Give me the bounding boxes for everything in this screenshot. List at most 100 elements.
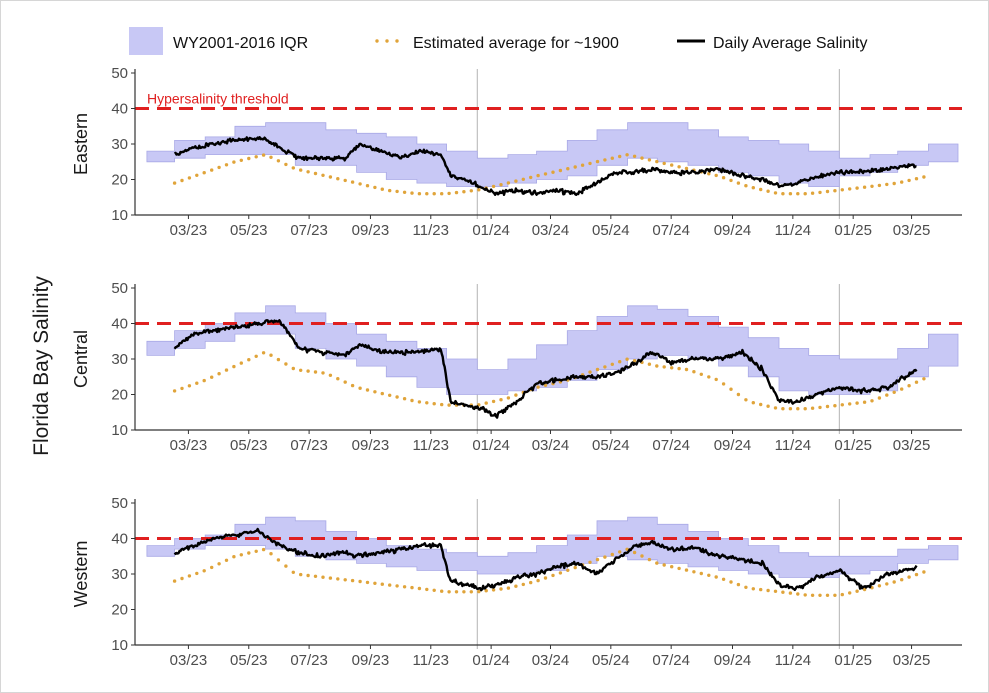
historic-average-point	[684, 568, 689, 572]
historic-average-point	[187, 574, 192, 578]
historic-average-point	[573, 165, 577, 169]
historic-average-point	[462, 590, 466, 594]
historic-average-point	[736, 582, 741, 587]
x-tick-label: 09/24	[714, 652, 752, 669]
historic-average-point	[269, 155, 273, 159]
historic-average-point	[751, 186, 755, 190]
historic-average-point	[662, 161, 666, 166]
historic-average-point	[224, 163, 229, 167]
historic-average-point	[885, 182, 889, 187]
historic-average-point	[402, 397, 407, 401]
historic-average-point	[766, 404, 770, 408]
x-tick-label: 07/23	[290, 437, 328, 454]
historic-average-point	[566, 568, 570, 572]
historic-average-point	[759, 587, 763, 592]
historic-average-point	[202, 171, 206, 175]
historic-average-series	[172, 153, 926, 196]
historic-average-point	[900, 180, 904, 184]
historic-average-point	[306, 369, 310, 373]
historic-average-point	[699, 571, 703, 576]
historic-average-point	[499, 398, 503, 402]
historic-average-point	[848, 402, 852, 406]
x-tick-label: 03/25	[893, 652, 931, 669]
historic-average-point	[721, 176, 726, 180]
historic-average-point	[543, 172, 548, 176]
historic-average-point	[432, 402, 436, 406]
historic-average-point	[536, 578, 540, 583]
historic-average-point	[469, 189, 473, 193]
historic-average-point	[833, 593, 837, 597]
historic-average-point	[721, 577, 726, 581]
historic-average-point	[425, 587, 429, 592]
chart-panels: Hypersalinity threshold 10 20 30 40 50 03/23 05…	[71, 65, 962, 669]
historic-average-point	[655, 561, 659, 565]
historic-average-point	[862, 185, 867, 189]
historic-average-point	[759, 187, 763, 192]
historic-average-point	[840, 188, 844, 192]
historic-average-point	[892, 580, 896, 584]
historic-average-point	[914, 380, 919, 384]
historic-average-point	[380, 187, 384, 191]
historic-average-point	[603, 365, 607, 369]
historic-average-point	[773, 191, 778, 195]
historic-average-point	[410, 191, 414, 195]
x-tick-label: 09/23	[352, 437, 390, 454]
historic-average-point	[773, 589, 778, 593]
historic-average-point	[803, 407, 807, 411]
x-tick-label: 07/24	[652, 222, 690, 239]
historic-average-point	[410, 585, 414, 590]
historic-average-point	[558, 168, 563, 173]
historic-average-point	[907, 178, 911, 183]
historic-average-point	[202, 378, 206, 383]
historic-average-point	[588, 370, 592, 374]
historic-average-point	[232, 160, 236, 164]
historic-average-point	[632, 359, 637, 363]
y-tick-label: 50	[111, 280, 128, 297]
historic-average-point	[647, 362, 652, 366]
historic-average-point	[247, 156, 251, 161]
legend-swatch-historic	[375, 39, 399, 43]
y-tick-label: 40	[111, 316, 128, 333]
x-tick-label: 11/24	[775, 222, 811, 239]
historic-average-point	[343, 578, 347, 582]
historic-average-point	[417, 400, 422, 404]
historic-average-point	[825, 189, 830, 194]
x-tick-label: 05/24	[592, 437, 630, 454]
historic-average-point	[180, 178, 184, 183]
x-tick-label: 11/23	[413, 437, 449, 454]
historic-average-point	[454, 190, 459, 195]
x-tick-label: 05/24	[592, 222, 630, 239]
x-tick-label: 09/23	[352, 652, 390, 669]
y-tick-label: 50	[111, 495, 128, 512]
panel-western: 10 20 30 40 50 03/23 05/23 07/23 09/23 11/23 01/24…	[71, 495, 962, 669]
historic-average-point	[306, 573, 310, 578]
historic-average-point	[261, 351, 266, 355]
historic-average-point	[885, 393, 889, 397]
historic-average-point	[217, 165, 221, 170]
historic-average-point	[751, 401, 755, 405]
historic-average-point	[232, 364, 236, 369]
daily-average-line	[173, 527, 918, 592]
historic-average-point	[514, 393, 518, 397]
historic-average-point	[388, 188, 392, 193]
y-tick-label: 10	[111, 637, 128, 654]
historic-average-point	[195, 571, 199, 576]
historic-average-point	[900, 387, 904, 391]
historic-average-point	[744, 585, 748, 589]
historic-average-point	[699, 372, 703, 376]
historic-average-point	[803, 192, 807, 196]
historic-average-point	[670, 366, 674, 370]
historic-average-point	[350, 578, 355, 583]
historic-average-point	[247, 551, 251, 555]
x-tick-label: 09/24	[714, 222, 752, 239]
historic-average-point	[892, 181, 896, 186]
historic-average-point	[254, 354, 258, 358]
historic-average-point	[410, 398, 414, 403]
historic-average-point	[395, 584, 399, 588]
historic-average-point	[284, 564, 288, 568]
historic-average-point	[833, 189, 837, 193]
historic-average-point	[781, 407, 785, 411]
historic-average-point	[210, 565, 214, 570]
historic-average-point	[692, 370, 696, 374]
x-tick-label: 01/25	[834, 652, 872, 669]
